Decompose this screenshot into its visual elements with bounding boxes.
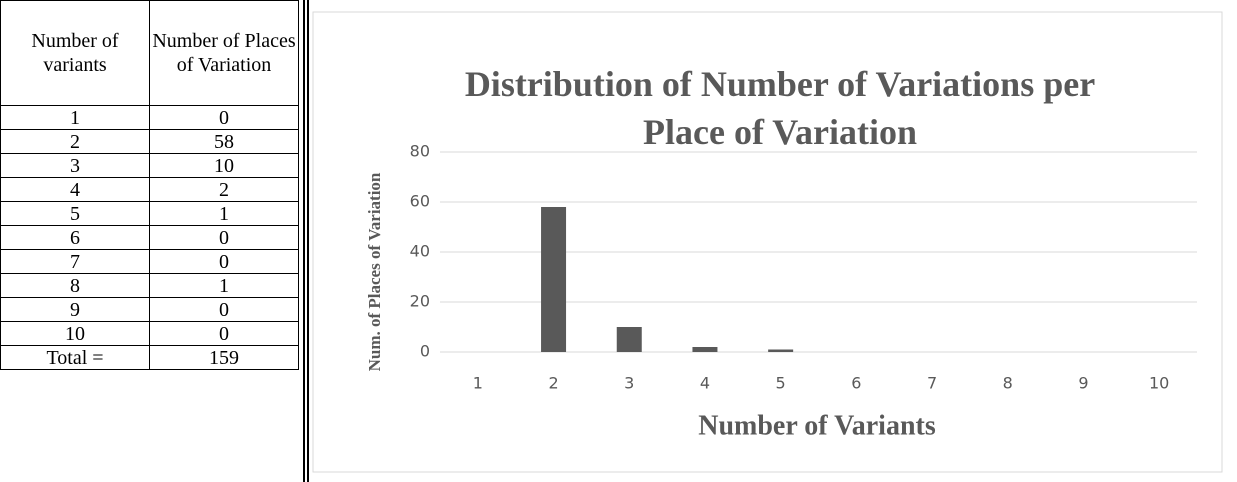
table-cell: 159 xyxy=(149,345,299,370)
y-tick-label: 0 xyxy=(420,342,430,361)
table-cell: 3 xyxy=(0,153,150,178)
data-table: Number of variants Number of Places of V… xyxy=(0,0,299,370)
x-tick-label: 2 xyxy=(548,374,558,393)
bar xyxy=(541,207,567,352)
header-cell: Number of Places of Variation xyxy=(149,0,299,106)
x-tick-label: 5 xyxy=(776,374,786,393)
table-cell: 0 xyxy=(149,249,299,274)
y-tick-label: 60 xyxy=(410,192,430,211)
y-tick-label: 20 xyxy=(410,292,430,311)
table-cell: 2 xyxy=(149,177,299,202)
bar xyxy=(768,349,794,352)
x-tick-label: 7 xyxy=(927,374,937,393)
table-cell: 1 xyxy=(149,201,299,226)
divider xyxy=(303,0,305,482)
table-cell: Total = xyxy=(0,345,150,370)
x-tick-label: 6 xyxy=(851,374,861,393)
x-axis-label: Number of Variants xyxy=(698,410,936,441)
x-tick-label: 1 xyxy=(473,374,483,393)
table-cell: 2 xyxy=(0,129,150,154)
header-row: Number of variants Number of Places of V… xyxy=(0,0,299,106)
y-tick-label: 80 xyxy=(410,142,430,161)
header-cell: Number of variants xyxy=(0,0,150,106)
chart-frame xyxy=(312,11,1223,473)
chart-title: Distribution of Number of Variations per… xyxy=(464,64,1096,152)
x-tick-label: 4 xyxy=(700,374,710,393)
x-tick-label: 8 xyxy=(1003,374,1013,393)
title-box: Distribution of Number of Variations per… xyxy=(464,64,1096,152)
x-tick-label: 9 xyxy=(1078,374,1088,393)
table-body: Number of variants Number of Places of V… xyxy=(0,0,299,370)
y-tick-label: 40 xyxy=(410,242,430,261)
x-tick-label: 10 xyxy=(1149,374,1169,393)
x-tick-label: 3 xyxy=(624,374,634,393)
table-row: Total = 159 xyxy=(0,345,299,370)
bar xyxy=(616,327,642,352)
y-axis-label: Num. of Places of Variation xyxy=(365,172,384,371)
divider xyxy=(307,0,309,482)
bar xyxy=(692,347,718,352)
table-cell: 0 xyxy=(149,105,299,130)
